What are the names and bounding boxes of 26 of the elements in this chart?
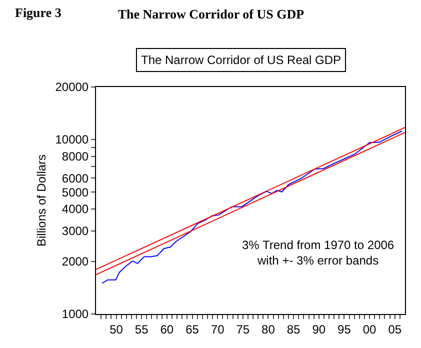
annotation: 3% Trend from 1970 to 2006 with +- 3% error bands [242,238,394,268]
x-tick-label: 95 [338,322,352,336]
x-tick-label: 00 [362,322,377,336]
y-axis-title: Billions of Dollars [34,154,49,247]
x-tick-label: 55 [134,322,149,336]
x-tick-label: 70 [210,322,225,336]
y-tick-label: 2000 [62,254,89,269]
y-tick-label: 5000 [62,185,89,200]
x-tick-label: 85 [286,322,301,336]
y-tick-label: 20000 [55,80,89,94]
y-tick-label: 1000 [62,307,89,322]
x-tick-label: 80 [262,322,276,336]
chart-title: The Narrow Corridor of US GDP [118,6,304,22]
caption: Figure 3 [15,5,62,20]
x-tick-label: 90 [312,322,326,336]
y-tick-label: 8000 [62,150,89,164]
x-tick-label: 65 [186,322,200,336]
x-tick-label: 05 [388,322,402,336]
y-tick-label: 3000 [62,224,89,238]
y-tick-label: 4000 [62,202,89,216]
y-tick-label: 10000 [55,132,89,147]
x-tick-label: 60 [160,322,174,336]
y-tick-label: 6000 [62,171,89,186]
x-tick-label: 50 [110,322,124,336]
x-tick-label: 75 [236,322,250,336]
chart-subtitle: The Narrow Corridor of US Real GDP [141,53,342,67]
